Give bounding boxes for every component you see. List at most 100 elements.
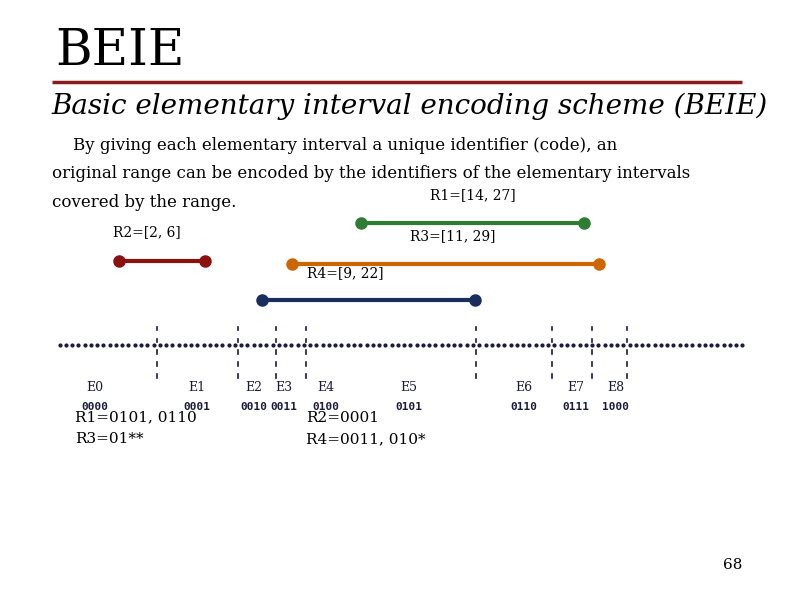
Text: 0100: 0100 [312, 402, 339, 412]
Point [592, 340, 605, 350]
Point [391, 340, 404, 350]
Point [661, 340, 673, 350]
Point [630, 340, 642, 350]
Point [329, 340, 341, 350]
Point [341, 340, 354, 350]
Point [229, 340, 241, 350]
Point [372, 340, 385, 350]
Point [654, 340, 667, 350]
Point [335, 340, 348, 350]
Point [310, 340, 322, 350]
Point [692, 340, 705, 350]
Text: By giving each elementary interval a unique identifier (code), an: By giving each elementary interval a uni… [52, 137, 617, 154]
Point [135, 340, 148, 350]
Point [404, 340, 417, 350]
Text: E5: E5 [400, 381, 418, 394]
Text: 0001: 0001 [183, 402, 210, 412]
Point [385, 340, 398, 350]
Point [66, 340, 79, 350]
Point [730, 340, 742, 350]
Text: 0000: 0000 [82, 402, 109, 412]
Point [84, 340, 97, 350]
Point [548, 340, 561, 350]
Point [711, 340, 723, 350]
Point [673, 340, 686, 350]
Text: R1=0101, 0110
R3=01**: R1=0101, 0110 R3=01** [75, 411, 197, 446]
Text: 0111: 0111 [562, 402, 589, 412]
Point [60, 340, 72, 350]
Point [91, 340, 103, 350]
Point [523, 340, 536, 350]
Text: 68: 68 [723, 558, 742, 572]
Point [291, 340, 304, 350]
Point [304, 340, 317, 350]
Point [316, 340, 329, 350]
Point [611, 340, 623, 350]
Point [222, 340, 235, 350]
Point [417, 340, 430, 350]
Point [366, 340, 379, 350]
Point [429, 340, 441, 350]
Point [623, 340, 636, 350]
Point [153, 340, 166, 350]
Point [504, 340, 517, 350]
Point [298, 340, 310, 350]
Text: BEIE: BEIE [56, 27, 185, 76]
Point [53, 340, 66, 350]
Point [97, 340, 110, 350]
Text: E6: E6 [515, 381, 533, 394]
Point [511, 340, 523, 350]
Point [191, 340, 204, 350]
Text: E3: E3 [276, 381, 293, 394]
Point [116, 340, 129, 350]
Point [203, 340, 216, 350]
Point [103, 340, 116, 350]
Text: 0011: 0011 [271, 402, 298, 412]
Point [160, 340, 172, 350]
Point [573, 340, 586, 350]
Point [705, 340, 718, 350]
Point [530, 340, 542, 350]
Point [354, 340, 367, 350]
Point [736, 340, 749, 350]
Point [680, 340, 692, 350]
Point [642, 340, 655, 350]
Text: 0101: 0101 [395, 402, 422, 412]
Point [617, 340, 630, 350]
Point [586, 340, 599, 350]
Point [179, 340, 191, 350]
Text: 0110: 0110 [511, 402, 538, 412]
Point [172, 340, 185, 350]
Text: R3=[11, 29]: R3=[11, 29] [410, 228, 495, 243]
Point [567, 340, 580, 350]
Point [285, 340, 298, 350]
Point [248, 340, 260, 350]
Point [398, 340, 410, 350]
Point [636, 340, 649, 350]
Point [72, 340, 85, 350]
Point [604, 340, 617, 350]
Point [410, 340, 423, 350]
Point [699, 340, 711, 350]
Point [480, 340, 492, 350]
Point [129, 340, 141, 350]
Point [216, 340, 229, 350]
Point [260, 340, 272, 350]
Text: covered by the range.: covered by the range. [52, 194, 236, 211]
Point [561, 340, 573, 350]
Point [542, 340, 554, 350]
Point [122, 340, 135, 350]
Text: E1: E1 [188, 381, 206, 394]
Point [147, 340, 160, 350]
Text: E4: E4 [317, 381, 334, 394]
Point [454, 340, 467, 350]
Point [272, 340, 285, 350]
Text: R2=0001
R4=0011, 010*: R2=0001 R4=0011, 010* [306, 411, 426, 446]
Point [241, 340, 254, 350]
Point [649, 340, 661, 350]
Text: R4=[9, 22]: R4=[9, 22] [307, 265, 384, 280]
Point [185, 340, 198, 350]
Point [598, 340, 611, 350]
Point [485, 340, 498, 350]
Point [322, 340, 335, 350]
